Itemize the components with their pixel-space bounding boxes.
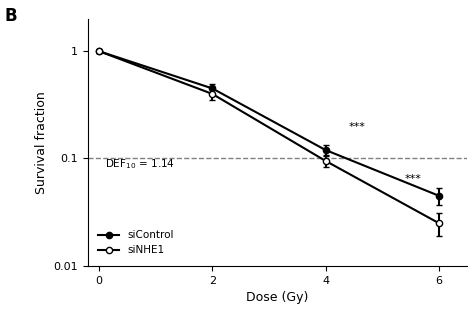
X-axis label: Dose (Gy): Dose (Gy)	[246, 291, 309, 304]
Text: ***: ***	[348, 123, 365, 132]
Text: DEF$_{10}$ = 1.14: DEF$_{10}$ = 1.14	[105, 157, 175, 171]
Legend: siControl, siNHE1: siControl, siNHE1	[93, 225, 179, 261]
Y-axis label: Survival fraction: Survival fraction	[35, 91, 48, 194]
Text: B: B	[4, 7, 17, 25]
Text: ***: ***	[405, 174, 422, 184]
